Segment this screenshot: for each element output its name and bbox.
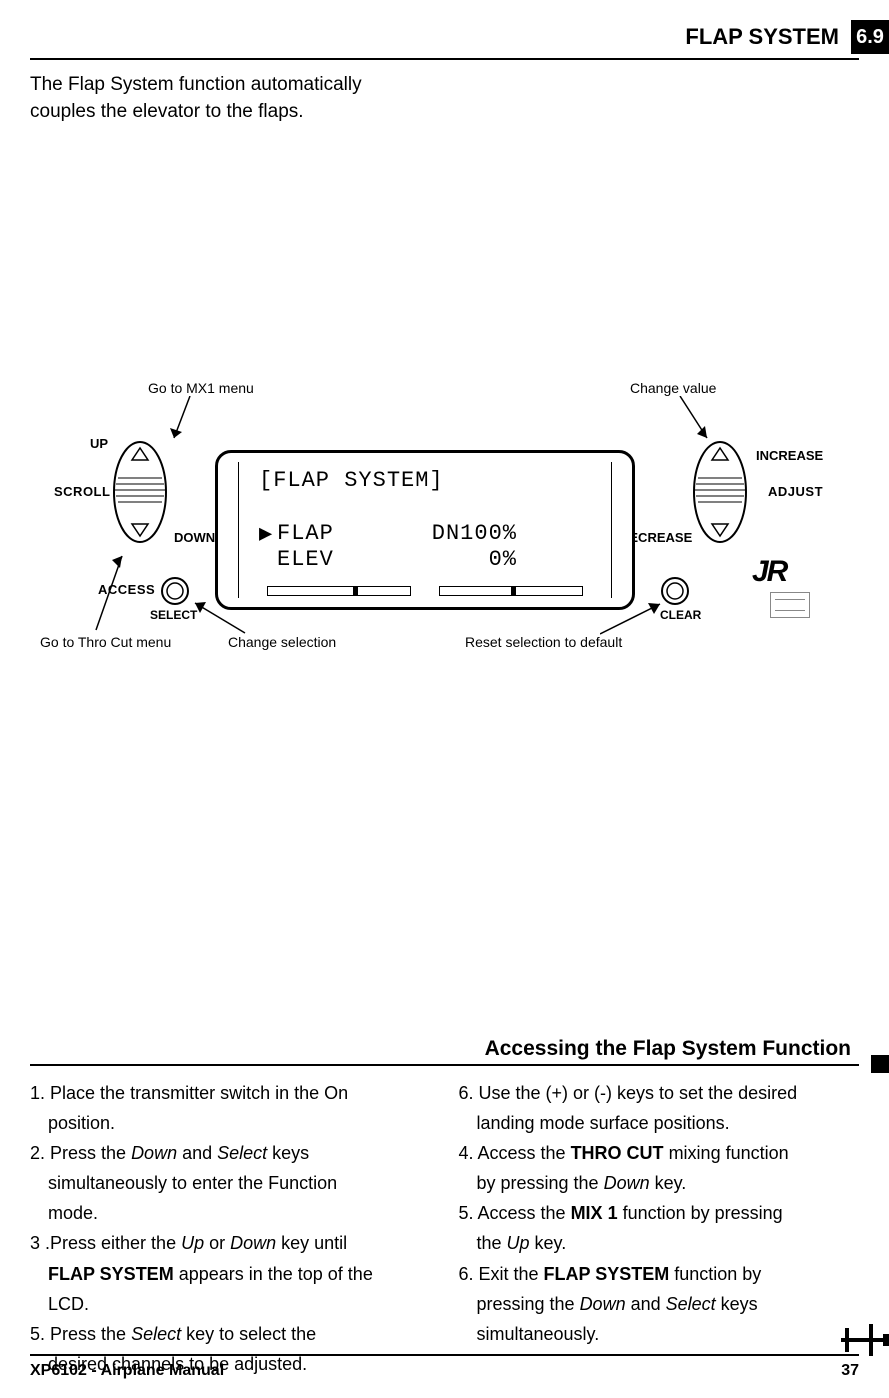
step-text: 5. Press the Select key to select the <box>30 1321 431 1347</box>
trim-bar <box>267 586 411 596</box>
lcd-screen: [FLAP SYSTEM] ▶ FLAP DN100% ELEV 0% <box>215 450 635 610</box>
callout-reset: Reset selection to default <box>465 634 622 650</box>
subsection-title: Accessing the Flap System Function <box>485 1037 859 1061</box>
label-scroll: SCROLL <box>54 484 110 499</box>
lcd-label: FLAP <box>277 521 377 547</box>
lcd-value: DN100% <box>377 521 517 547</box>
footer-page-number: 37 <box>841 1362 859 1380</box>
airplane-icon <box>841 1324 889 1356</box>
step-text: 6. Exit the FLAP SYSTEM function by <box>459 1261 860 1287</box>
step-text: simultaneously. <box>459 1321 860 1347</box>
lcd-value: 0% <box>377 547 517 572</box>
step-text: landing mode surface positions. <box>459 1110 860 1136</box>
jr-logo: JR <box>752 555 786 589</box>
step-text: FLAP SYSTEM appears in the top of the <box>30 1261 431 1287</box>
adjust-rocker[interactable] <box>690 438 750 546</box>
trim-bar <box>439 586 583 596</box>
lcd-spacer <box>259 547 277 572</box>
transmitter-diagram: Go to MX1 menu Change value UP SCROLL <box>40 380 840 680</box>
instructions-right: 6. Use the (+) or (-) keys to set the de… <box>459 1080 860 1381</box>
lcd-row-elev: ELEV 0% <box>259 547 591 572</box>
section-number-tab: 6.9 <box>851 20 889 54</box>
page-footer: XP6102 - Airplane Manual 37 <box>30 1354 859 1380</box>
footer-left: XP6102 - Airplane Manual <box>30 1362 224 1380</box>
step-text: the Up key. <box>459 1230 860 1256</box>
arrow-icon <box>86 552 126 632</box>
label-down: DOWN <box>174 530 215 545</box>
instructions-left: 1. Place the transmitter switch in the O… <box>30 1080 431 1381</box>
step-text: by pressing the Down key. <box>459 1170 860 1196</box>
instructions-columns: 1. Place the transmitter switch in the O… <box>30 1080 859 1381</box>
intro-line: couples the elevator to the flaps. <box>30 99 430 126</box>
step-text: 5. Access the MIX 1 function by pressing <box>459 1200 860 1226</box>
intro-text: The Flap System function automatically c… <box>30 72 430 125</box>
step-text: 3 .Press either the Up or Down key until <box>30 1230 431 1256</box>
arrow-icon <box>600 600 670 636</box>
callout-change-value: Change value <box>630 380 716 396</box>
label-adjust: ADJUST <box>768 484 823 499</box>
intro-line: The Flap System function automatically <box>30 72 430 99</box>
switch-icon <box>770 592 810 618</box>
lcd-title: [FLAP SYSTEM] <box>259 468 591 493</box>
step-text: position. <box>30 1110 431 1136</box>
step-text: pressing the Down and Select keys <box>459 1291 860 1317</box>
step-text: 1. Place the transmitter switch in the O… <box>30 1080 431 1106</box>
page-header: FLAP SYSTEM 6.9 <box>30 20 859 60</box>
subsection-header: Accessing the Flap System Function <box>30 1037 859 1066</box>
step-text: simultaneously to enter the Function <box>30 1170 431 1196</box>
lcd-trim-bars <box>239 586 611 598</box>
callout-mx1: Go to MX1 menu <box>148 380 254 396</box>
callout-thro: Go to Thro Cut menu <box>40 634 171 650</box>
subsection-tab <box>871 1055 889 1073</box>
lcd-label: ELEV <box>277 547 377 572</box>
step-text: LCD. <box>30 1291 431 1317</box>
lcd-row-flap: ▶ FLAP DN100% <box>259 521 591 547</box>
scroll-rocker[interactable] <box>110 438 170 546</box>
step-text: mode. <box>30 1200 431 1226</box>
label-increase: INCREASE <box>756 448 823 463</box>
lcd-pointer-icon: ▶ <box>259 521 277 547</box>
select-button[interactable] <box>160 576 190 606</box>
label-up: UP <box>90 436 108 451</box>
step-text: 6. Use the (+) or (-) keys to set the de… <box>459 1080 860 1106</box>
arrow-icon <box>170 396 200 446</box>
step-text: 4. Access the THRO CUT mixing function <box>459 1140 860 1166</box>
arrow-icon <box>190 598 250 638</box>
header-title: FLAP SYSTEM <box>685 24 839 50</box>
step-text: 2. Press the Down and Select keys <box>30 1140 431 1166</box>
